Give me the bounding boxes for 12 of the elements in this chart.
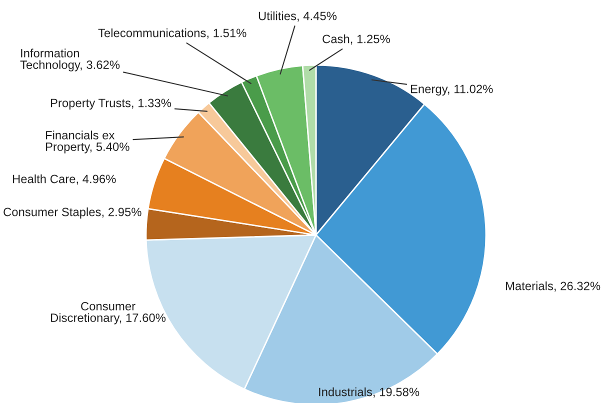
slice-label: Materials, 26.32% [506, 281, 600, 292]
slice-label: Health Care, 4.96% [12, 174, 116, 185]
slice-label: Cash, 1.25% [322, 34, 390, 45]
slice-label: Property Trusts, 1.33% [50, 98, 172, 110]
slice-label: Industrials, 19.58% [319, 387, 420, 398]
slice-label: Consumer Staples, 2.95% [4, 207, 142, 219]
slice-label: Energy, 11.02% [410, 84, 493, 96]
slice-label: Financials ex Property, 5.40% [46, 130, 130, 154]
slice-label: Telecommunications, 1.51% [98, 28, 246, 39]
slice-label: Information Technology, 3.62% [20, 48, 120, 72]
slice-label: Consumer Discretionary, 17.60% [51, 302, 166, 324]
slice-label: Utilities, 4.45% [258, 11, 337, 22]
